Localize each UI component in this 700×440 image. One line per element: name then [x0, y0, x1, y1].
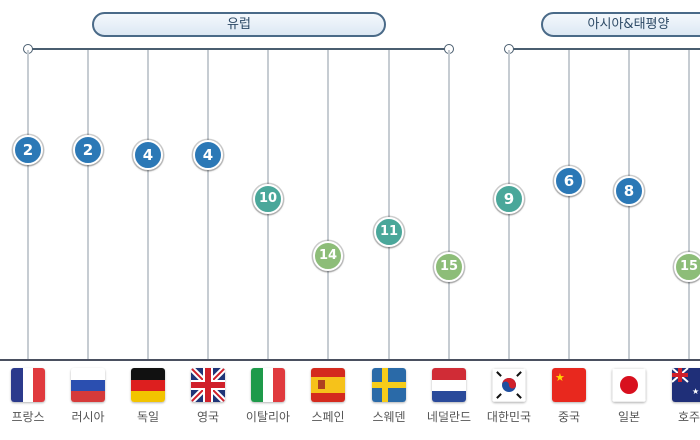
china-flag-icon: ★ [552, 368, 586, 402]
netherlands-flag-icon [432, 368, 466, 402]
france-flag-icon [11, 368, 45, 402]
rank-bubble: 11 [374, 217, 404, 247]
country-line [207, 50, 209, 360]
rank-bubble: 15 [674, 252, 700, 282]
country-line [688, 50, 690, 360]
rank-bubble: 4 [133, 140, 163, 170]
germany-flag-icon [131, 368, 165, 402]
country-label: 네덜란드 [426, 410, 472, 424]
group-label-asia-pacific: 아시아&태평양 [541, 12, 700, 37]
rank-bubble: 15 [434, 252, 464, 282]
country-line [147, 50, 149, 360]
country-label: 일본 [617, 410, 641, 424]
country-label: 영국 [196, 410, 220, 424]
country-label: 이탈리아 [245, 410, 291, 424]
country-label: 중국 [557, 410, 581, 424]
country-line [327, 50, 329, 360]
country-label: 대한민국 [486, 410, 532, 424]
rank-bubble: 8 [614, 176, 644, 206]
rank-bubble: 10 [253, 184, 283, 214]
country-line [388, 50, 390, 360]
country-label: 프랑스 [11, 410, 45, 424]
country-line [568, 50, 570, 360]
country-label: 호주 [677, 410, 700, 424]
korea-flag-icon [492, 368, 526, 402]
country-label: 독일 [136, 410, 160, 424]
russia-flag-icon [71, 368, 105, 402]
rank-bubble: 4 [193, 140, 223, 170]
country-line [27, 50, 29, 360]
asia-bracket [509, 48, 700, 50]
rank-bubble: 6 [554, 166, 584, 196]
rank-bubble: 2 [13, 135, 43, 165]
svg-text:★: ★ [692, 387, 699, 396]
svg-text:★: ★ [555, 371, 565, 384]
japan-flag-icon [612, 368, 646, 402]
australia-flag-icon: ★ [672, 368, 700, 402]
rank-bubble: 2 [73, 135, 103, 165]
country-label: 스페인 [311, 410, 345, 424]
europe-bracket [28, 48, 449, 50]
rank-bubble: 14 [313, 241, 343, 271]
country-label: 스웨덴 [372, 410, 406, 424]
rank-bubble: 9 [494, 184, 524, 214]
group-label-europe: 유럽 [92, 12, 386, 37]
spain-flag-icon [311, 368, 345, 402]
baseline [0, 359, 700, 361]
country-line [448, 50, 450, 360]
country-label: 러시아 [71, 410, 105, 424]
italy-flag-icon [251, 368, 285, 402]
sweden-flag-icon [372, 368, 406, 402]
uk-flag-icon [191, 368, 225, 402]
country-line [87, 50, 89, 360]
